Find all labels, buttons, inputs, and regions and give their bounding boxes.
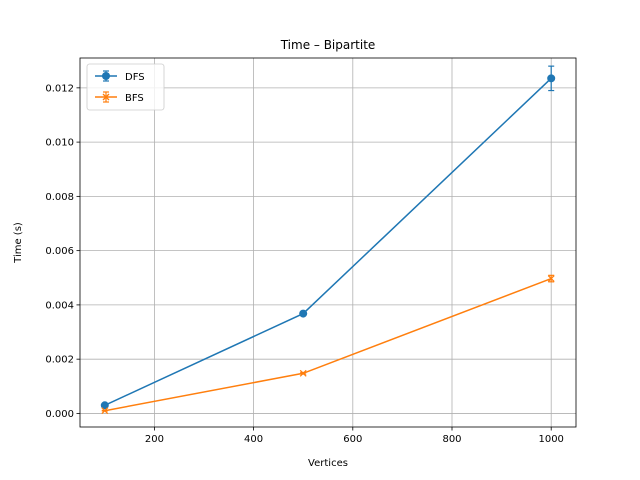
- y-tick-label: 0.006: [45, 246, 74, 257]
- dfs-data-point: [547, 74, 556, 83]
- legend-dfs-marker: [102, 72, 110, 80]
- y-tick-label: 0.012: [45, 83, 74, 94]
- grid: [80, 58, 576, 427]
- y-tick-label: 0.002: [45, 355, 74, 366]
- y-tick-label: 0.004: [45, 300, 74, 311]
- x-tick-label: 400: [244, 434, 263, 445]
- y-axis-label: Time (s): [13, 222, 24, 264]
- ticks: 200 400 600 800 1000 0.000 0.002 0.004 0.006 0.00…: [45, 83, 564, 445]
- bfs-data-point: [101, 407, 109, 415]
- bfs-data-point: [547, 275, 555, 283]
- bfs-data-point: [299, 369, 307, 377]
- legend-bfs-label: BFS: [125, 93, 144, 104]
- bfs-marker-stroke: [299, 369, 307, 377]
- bfs-marker-stroke: [101, 407, 109, 415]
- x-axis-label: Vertices: [308, 458, 348, 469]
- y-tick-label: 0.000: [45, 409, 74, 420]
- y-tick-label: 0.008: [45, 192, 74, 203]
- y-tick-label: 0.010: [45, 138, 74, 149]
- bfs-marker-stroke: [547, 275, 555, 283]
- dfs-data-point: [100, 401, 109, 410]
- dfs-data-point: [299, 309, 308, 318]
- x-tick-label: 600: [343, 434, 362, 445]
- x-tick-label: 200: [145, 434, 164, 445]
- series-layer: [100, 65, 556, 415]
- plot-frame: [79, 57, 577, 428]
- x-tick-label: 1000: [538, 434, 563, 445]
- chart-title: Time – Bipartite: [280, 38, 376, 52]
- x-tick-label: 800: [442, 434, 461, 445]
- legend-bfs-marker: [102, 93, 110, 101]
- legend-bfs-marker-stroke: [102, 93, 110, 101]
- legend: DFS BFS: [86, 63, 165, 111]
- legend-dfs-label: DFS: [125, 72, 145, 83]
